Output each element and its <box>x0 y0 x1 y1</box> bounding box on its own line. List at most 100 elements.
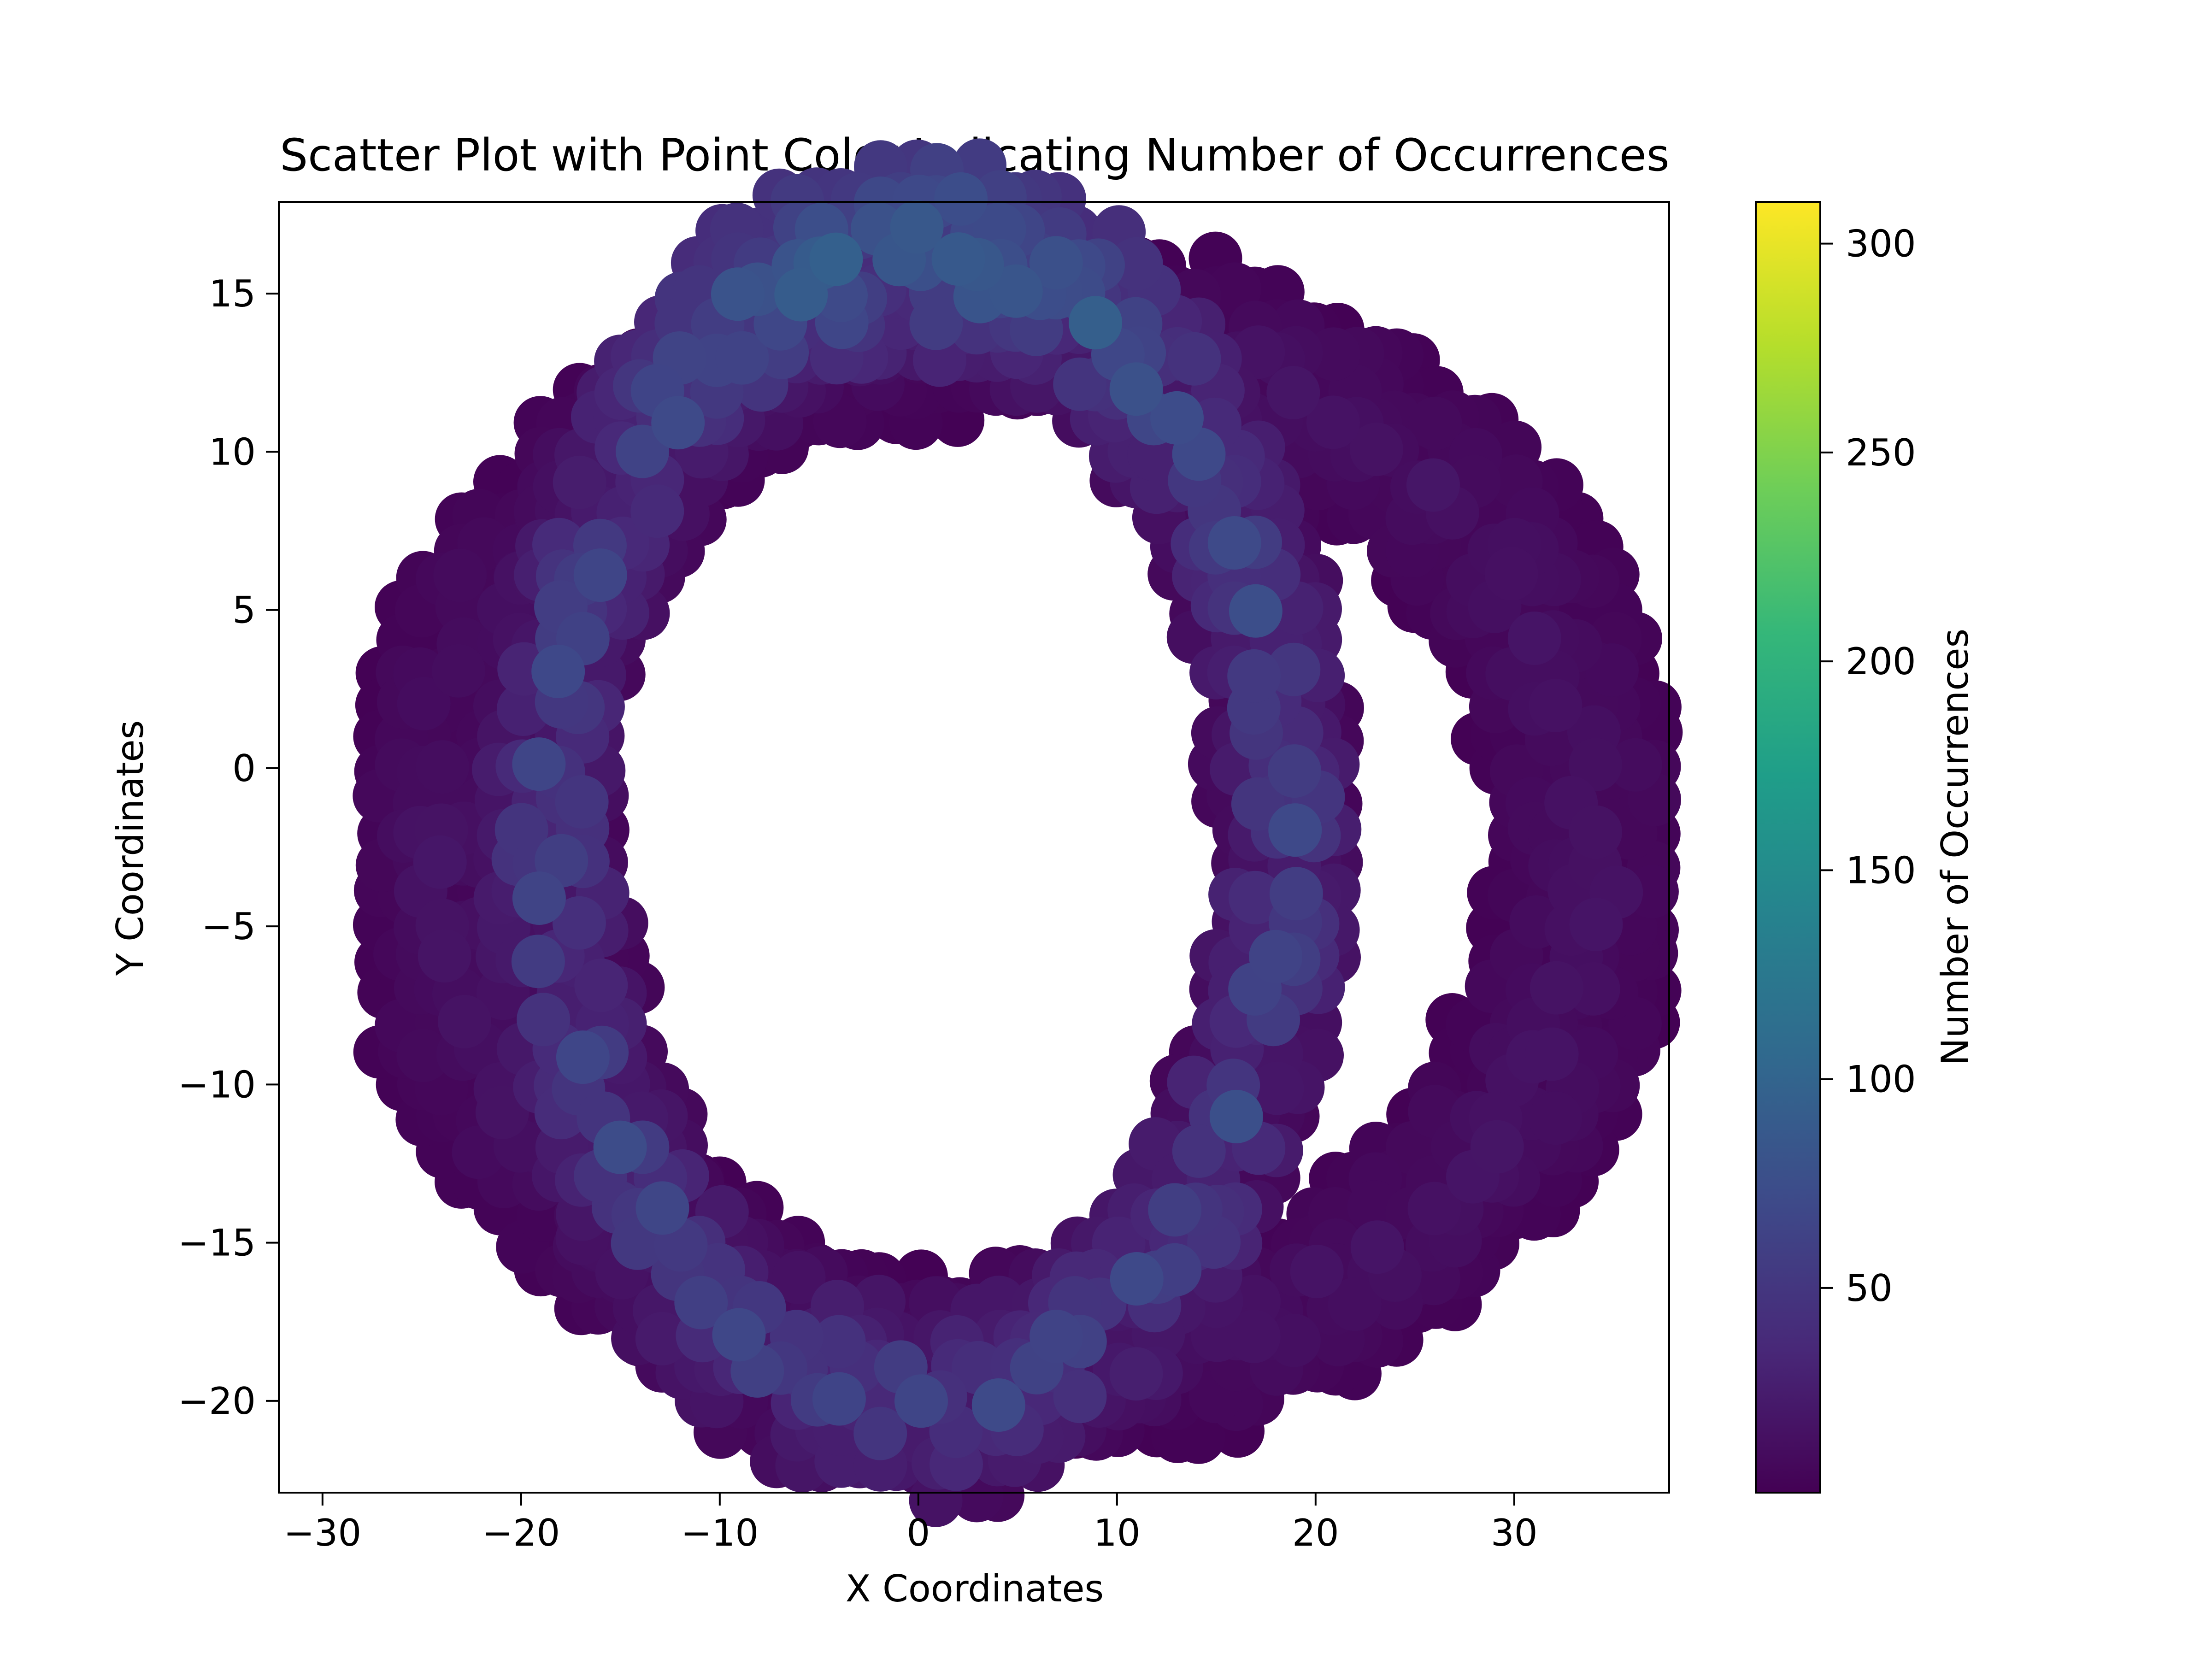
scatter-point <box>1569 805 1623 859</box>
scatter-point <box>396 1029 450 1082</box>
scatter-point <box>553 455 606 509</box>
scatter-point <box>1268 744 1321 798</box>
scatter-point <box>1269 867 1323 921</box>
colorbar <box>1755 201 1821 1494</box>
scatter-point <box>517 993 571 1047</box>
x-tick-label: −10 <box>681 1512 759 1554</box>
scatter-point <box>1407 1182 1461 1235</box>
scatter-point <box>1167 332 1221 386</box>
scatter-point <box>1228 871 1282 924</box>
scatter-point <box>418 929 471 983</box>
y-tick-label: 15 <box>209 272 256 315</box>
scatter-point <box>531 645 585 698</box>
colorbar-tick-label: 50 <box>1846 1267 1893 1310</box>
scatter-point <box>1209 1089 1263 1143</box>
scatter-point <box>772 1251 826 1305</box>
x-axis-label: X Coordinates <box>846 1567 1104 1610</box>
colorbar-tick-label: 200 <box>1846 640 1916 683</box>
colorbar-tick-label: 100 <box>1846 1058 1916 1101</box>
scatter-point <box>1267 642 1321 696</box>
scatter-point <box>433 548 487 602</box>
scatter-point <box>555 775 609 829</box>
scatter-point <box>616 424 669 478</box>
scatter-point <box>1350 1220 1404 1274</box>
scatter-point <box>1231 777 1285 831</box>
colorbar-tick-label: 150 <box>1846 849 1916 892</box>
scatter-point <box>1227 649 1281 703</box>
scatter-point <box>1069 296 1123 350</box>
scatter-point <box>1290 1245 1344 1299</box>
scatter-point <box>989 264 1043 318</box>
colorbar-tick-label: 250 <box>1846 431 1916 474</box>
scatter-point <box>1249 930 1303 983</box>
scatter-point <box>715 331 769 385</box>
x-tick-label: 0 <box>906 1512 930 1554</box>
scatter-point <box>1053 357 1107 411</box>
scatter-point <box>909 296 963 350</box>
scatter-point <box>1349 423 1403 476</box>
scatter-point <box>853 1406 907 1460</box>
scatter-point <box>1530 961 1583 1015</box>
y-axis-label: Y Coordinates <box>109 720 152 977</box>
colorbar-tick-label: 300 <box>1846 223 1916 265</box>
scatter-point <box>593 1120 647 1174</box>
scatter-point <box>674 1276 728 1330</box>
y-tick-label: −5 <box>201 905 256 948</box>
scatter-point <box>971 1378 1025 1432</box>
scatter-point <box>1029 236 1083 290</box>
colorbar-label: Number of Occurrences <box>1934 629 1977 1065</box>
y-tick-label: 5 <box>232 589 256 632</box>
scatter-point <box>1150 391 1204 445</box>
scatter-point <box>1406 458 1460 512</box>
scatter-point <box>1306 395 1360 449</box>
scatter-point <box>1030 1310 1083 1363</box>
x-tick-label: 10 <box>1094 1512 1141 1554</box>
scatter-point <box>931 232 985 286</box>
scatter-point <box>1306 327 1360 381</box>
scatter-point <box>1484 547 1538 600</box>
scatter-point <box>1568 738 1622 792</box>
y-tick-label: 10 <box>209 430 256 473</box>
scatter-point <box>812 1315 866 1369</box>
scatter-point <box>1109 1347 1163 1401</box>
colorbar-ticks: 50 100 150 200 250 300 <box>1820 223 1916 1310</box>
scatter-point <box>452 1125 506 1179</box>
scatter-point <box>894 1374 948 1428</box>
x-axis-ticks: −30 −20 −10 0 10 20 30 <box>283 1493 1538 1554</box>
scatter-point <box>475 1086 529 1139</box>
x-tick-label: 20 <box>1292 1512 1339 1554</box>
scatter-point <box>1268 803 1322 857</box>
scatter-point <box>890 200 944 254</box>
y-axis-ticks: −20 −15 −10 −5 0 5 10 15 <box>178 272 279 1423</box>
scatter-point <box>934 172 988 226</box>
scatter-point <box>1109 237 1163 291</box>
scatter-point <box>1231 325 1285 379</box>
y-tick-label: −15 <box>178 1222 256 1265</box>
x-tick-label: −30 <box>283 1512 361 1554</box>
y-tick-label: −20 <box>178 1380 256 1423</box>
scatter-point <box>1408 396 1462 450</box>
scatter-point <box>635 1181 689 1235</box>
scatter-point <box>512 737 566 791</box>
scatter-point <box>712 1308 766 1362</box>
scatter-point <box>1267 1313 1321 1367</box>
scatter-point <box>1470 1120 1524 1174</box>
scatter-point <box>809 232 863 286</box>
scatter-point <box>1172 1124 1226 1178</box>
scatter-point <box>774 268 828 322</box>
scatter-point <box>512 871 566 925</box>
scatter-points <box>353 138 1683 1527</box>
scatter-point <box>1525 1027 1579 1081</box>
scatter-point <box>438 995 491 1048</box>
scatter-point <box>1053 1370 1107 1424</box>
scatter-point <box>812 1372 866 1426</box>
scatter-point <box>1529 1091 1583 1145</box>
y-tick-label: −10 <box>178 1063 256 1106</box>
scatter-point <box>635 1312 689 1365</box>
scatter-point <box>1507 612 1561 665</box>
scatter-point <box>1250 1061 1304 1115</box>
scatter-point <box>1229 584 1282 638</box>
scatter-point <box>1266 366 1320 420</box>
scatter-point <box>556 1030 610 1084</box>
